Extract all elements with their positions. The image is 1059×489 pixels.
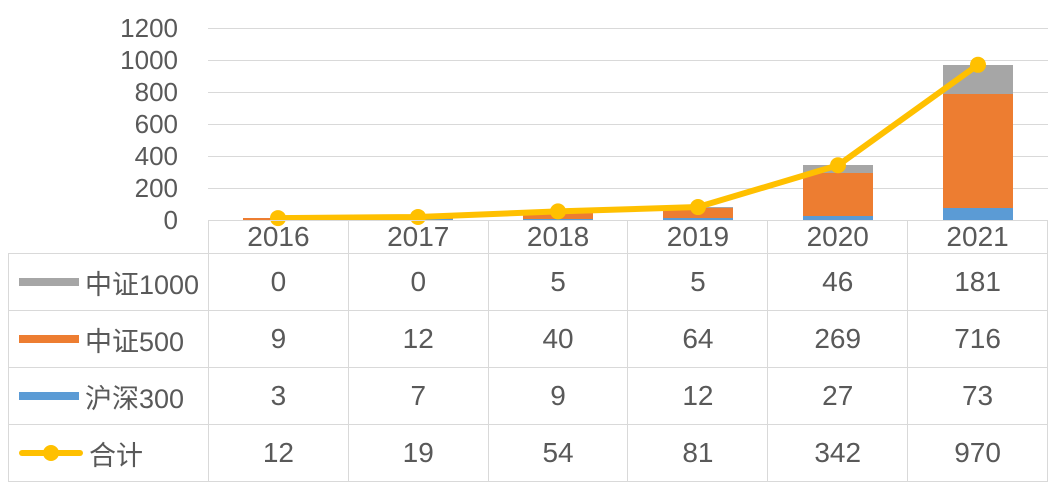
legend-cell-hushen300: 沪深300: [8, 367, 209, 425]
legend-swatch-blue-icon: [19, 392, 79, 400]
gridline: [208, 28, 1048, 29]
category-label: 2016: [208, 220, 349, 254]
y-axis-tick: 1000: [120, 45, 178, 75]
table-row: 合计 12 19 54 81 342 970: [8, 424, 1048, 482]
table-cell: 9: [208, 310, 349, 368]
table-cell: 64: [627, 310, 769, 368]
stacked-bar-2019: [663, 207, 733, 220]
table-cell: 0: [208, 253, 349, 311]
legend-swatch-gray-icon: [19, 278, 79, 286]
legend-swatch-orange-icon: [19, 335, 79, 343]
legend-cell-zhongzheng1000: 中证1000: [8, 253, 209, 311]
series-name: 中证500: [85, 326, 185, 357]
plot-area: [208, 28, 1048, 227]
table-cell: 5: [487, 253, 629, 311]
table-cell: 12: [347, 310, 489, 368]
category-label: 2017: [347, 220, 489, 254]
bar-segment: [943, 93, 1013, 209]
table-cell: 40: [487, 310, 629, 368]
y-axis-tick: 0: [163, 205, 178, 235]
y-axis-tick: 1200: [120, 13, 178, 43]
table-cell: 27: [767, 367, 909, 425]
bar-segment: [663, 207, 733, 219]
table-cell: 9: [487, 367, 629, 425]
bar-segment: [803, 165, 873, 173]
table-row: 中证1000 0 0 5 5 46 181: [8, 253, 1048, 311]
table-cell: 342: [767, 424, 909, 482]
table-cell: 19: [347, 424, 489, 482]
bar-segment: [943, 208, 1013, 220]
category-label: 2018: [487, 220, 629, 254]
table-cell: 181: [907, 253, 1048, 311]
legend-cell-zhongzheng500: 中证500: [8, 310, 209, 368]
table-cell: 5: [627, 253, 769, 311]
stacked-bar-2018: [523, 211, 593, 220]
table-cell: 12: [627, 367, 769, 425]
category-header-row: 2016 2017 2018 2019 2020 2021: [9, 220, 1048, 254]
table-cell: 12: [208, 424, 349, 482]
series-name: 沪深300: [85, 383, 185, 414]
table-cell: 54: [487, 424, 629, 482]
data-table: 2016 2017 2018 2019 2020 2021 中证1000 0 0…: [8, 220, 1048, 482]
table-row: 中证500 9 12 40 64 269 716: [8, 310, 1048, 368]
table-cell: 3: [208, 367, 349, 425]
bar-segment: [943, 64, 1013, 94]
table-cell: 46: [767, 253, 909, 311]
table-cell: 0: [347, 253, 489, 311]
bar-segment: [803, 172, 873, 216]
stacked-bar-2021: [943, 64, 1013, 220]
table-cell: 269: [767, 310, 909, 368]
table-cell: 73: [907, 367, 1048, 425]
y-axis-tick: 600: [134, 109, 178, 139]
gridline: [208, 156, 1048, 157]
gridline: [208, 124, 1048, 125]
gridline: [208, 188, 1048, 189]
series-name: 中证1000: [85, 269, 200, 300]
gridline: [208, 60, 1048, 61]
y-axis-tick: 200: [134, 173, 178, 203]
table-cell: 970: [907, 424, 1048, 482]
category-label: 2020: [767, 220, 909, 254]
gridline: [208, 92, 1048, 93]
table-cell: 716: [907, 310, 1048, 368]
table-cell: 7: [347, 367, 489, 425]
y-axis: 1200 1000 800 600 400 200 0: [0, 0, 178, 234]
category-label: 2021: [907, 220, 1048, 254]
table-corner-spacer: [9, 221, 209, 254]
table-cell: 81: [627, 424, 769, 482]
table-row: 沪深300 3 7 9 12 27 73: [8, 367, 1048, 425]
y-axis-tick: 800: [134, 77, 178, 107]
stacked-bar-2020: [803, 165, 873, 220]
series-name: 合计: [89, 440, 143, 471]
legend-cell-total: 合计: [8, 424, 209, 482]
category-label: 2019: [627, 220, 769, 254]
y-axis-tick: 400: [134, 141, 178, 171]
legend-line-marker-icon: [19, 444, 83, 462]
